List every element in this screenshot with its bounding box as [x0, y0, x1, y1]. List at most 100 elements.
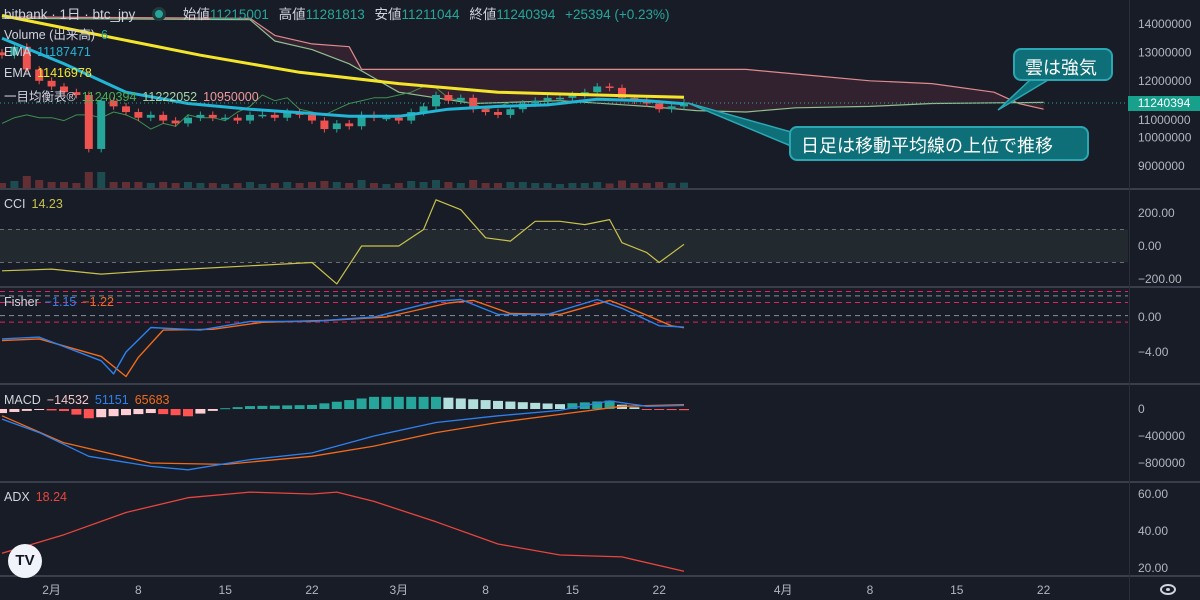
volume-bar	[246, 182, 254, 188]
macd-histogram-bar	[282, 405, 293, 409]
candle-down	[605, 86, 614, 88]
time-axis-label: 22	[1037, 583, 1051, 597]
macd-histogram-bar	[269, 405, 280, 409]
macd-histogram-bar	[331, 401, 342, 409]
time-axis-label: 8	[867, 583, 874, 597]
volume-bar	[655, 182, 664, 188]
volume-bar	[208, 183, 217, 188]
candle-down	[494, 112, 502, 115]
adx-legend[interactable]: ADX 18.24	[4, 490, 73, 504]
volume-bar	[357, 180, 366, 188]
fisher-axis-label: −4.00	[1138, 345, 1169, 359]
candle-down	[122, 106, 130, 113]
time-axis-label: 4月	[774, 583, 793, 597]
ema-slow-legend[interactable]: EMA 11416978	[4, 66, 98, 80]
macd-histogram-bar	[493, 400, 503, 409]
volume-bar	[10, 181, 19, 188]
macd-histogram-bar	[455, 398, 466, 409]
volume-bar	[506, 182, 515, 188]
volume-bar	[196, 183, 205, 188]
volume-bar	[419, 182, 428, 188]
macd-histogram-bar	[592, 401, 603, 409]
volume-bar	[221, 184, 230, 188]
ichimoku-cloud	[2, 16, 1044, 113]
ema-slow-label: EMA	[4, 66, 32, 80]
volume-bar	[332, 182, 341, 188]
candle-down	[394, 117, 403, 121]
macd-legend[interactable]: MACD −14532 51151 65683	[4, 393, 175, 407]
macd-signal-line	[1, 403, 685, 466]
fisher-label: Fisher	[4, 295, 39, 309]
volume-bar	[22, 176, 31, 188]
volume-bar	[270, 183, 279, 188]
annotation-above-moving-average[interactable]: 日足は移動平均線の上位で推移	[789, 126, 1089, 161]
candle-up	[593, 86, 602, 93]
price-axis-label: 9000000	[1138, 159, 1185, 173]
volume-bar	[109, 182, 118, 188]
high-value: 11281813	[305, 7, 365, 22]
candle-down	[171, 120, 180, 124]
time-axis-label: 8	[135, 583, 142, 597]
macd-histogram-bar	[468, 399, 479, 409]
macd-label: MACD	[4, 393, 41, 407]
candle-up	[432, 95, 440, 107]
tradingview-logo[interactable]: TV	[8, 544, 42, 578]
eye-icon[interactable]	[1160, 584, 1176, 595]
volume-bar	[258, 184, 267, 188]
volume-bar	[667, 183, 676, 188]
adx-axis-label: 60.00	[1138, 487, 1168, 501]
volume-bar	[456, 183, 465, 188]
ema-fast-value: 11187471	[37, 45, 91, 59]
volume-bar	[97, 172, 106, 188]
annotation-cloud-bullish[interactable]: 雲は強気	[1013, 48, 1113, 81]
ichimoku-legend[interactable]: 一目均衡表® 11240394 11222052 10950000	[4, 86, 265, 105]
ichimoku-value-c: 10950000	[203, 90, 259, 104]
candle-down	[233, 117, 242, 121]
candle-up	[407, 112, 416, 121]
adx-label: ADX	[4, 490, 30, 504]
volume-bar	[543, 183, 552, 188]
macd-histogram-bar	[207, 409, 218, 411]
volume-bar	[35, 180, 44, 188]
time-axis-label: 15	[566, 583, 580, 597]
candle-down	[0, 52, 6, 56]
macd-histogram-bar	[555, 404, 565, 409]
ema-fast-legend[interactable]: EMA 11187471	[4, 45, 97, 59]
time-axis-label: 22	[305, 583, 319, 597]
candle-down	[618, 87, 626, 98]
time-axis-label: 2月	[42, 583, 61, 597]
candle-up	[506, 109, 515, 115]
fisher-legend[interactable]: Fisher −1.15 −1.22	[4, 295, 120, 309]
ema-fast-label: EMA	[4, 45, 32, 59]
candle-down	[208, 114, 217, 118]
volume-bar	[146, 183, 155, 188]
ichimoku-span-b-line	[1, 16, 1044, 110]
ema-slow-value: 11416978	[37, 66, 92, 80]
volume-bar	[680, 182, 688, 188]
macd-histogram-bar	[629, 407, 640, 409]
volume-bar	[444, 182, 453, 188]
macd-histogram-bar	[245, 406, 255, 409]
volume-legend[interactable]: Volume (出来高) 6	[4, 24, 114, 43]
macd-histogram-bar	[232, 407, 243, 409]
candle-down	[345, 123, 354, 127]
high-label: 高値	[278, 7, 306, 22]
fisher-axis-label: 0.00	[1138, 310, 1162, 324]
macd-histogram-bar	[71, 409, 82, 415]
candle-down	[481, 109, 490, 113]
macd-histogram-bar	[195, 409, 206, 414]
volume-bar	[394, 183, 403, 188]
cci-legend[interactable]: CCI 14.23	[4, 197, 69, 211]
candle-up	[196, 114, 205, 118]
candle-up	[332, 123, 341, 130]
candle-up	[283, 112, 292, 118]
cci-axis-label: 200.00	[1138, 206, 1175, 220]
macd-histogram-bar	[604, 400, 615, 409]
macd-signal-value: 65683	[134, 393, 170, 407]
macd-histogram-bar	[145, 409, 156, 414]
market-status-dot	[155, 10, 164, 18]
candle-down	[308, 114, 316, 121]
low-label: 安値	[374, 7, 402, 22]
symbol-title[interactable]: bitbank · 1日 · btc_jpy	[4, 7, 136, 22]
